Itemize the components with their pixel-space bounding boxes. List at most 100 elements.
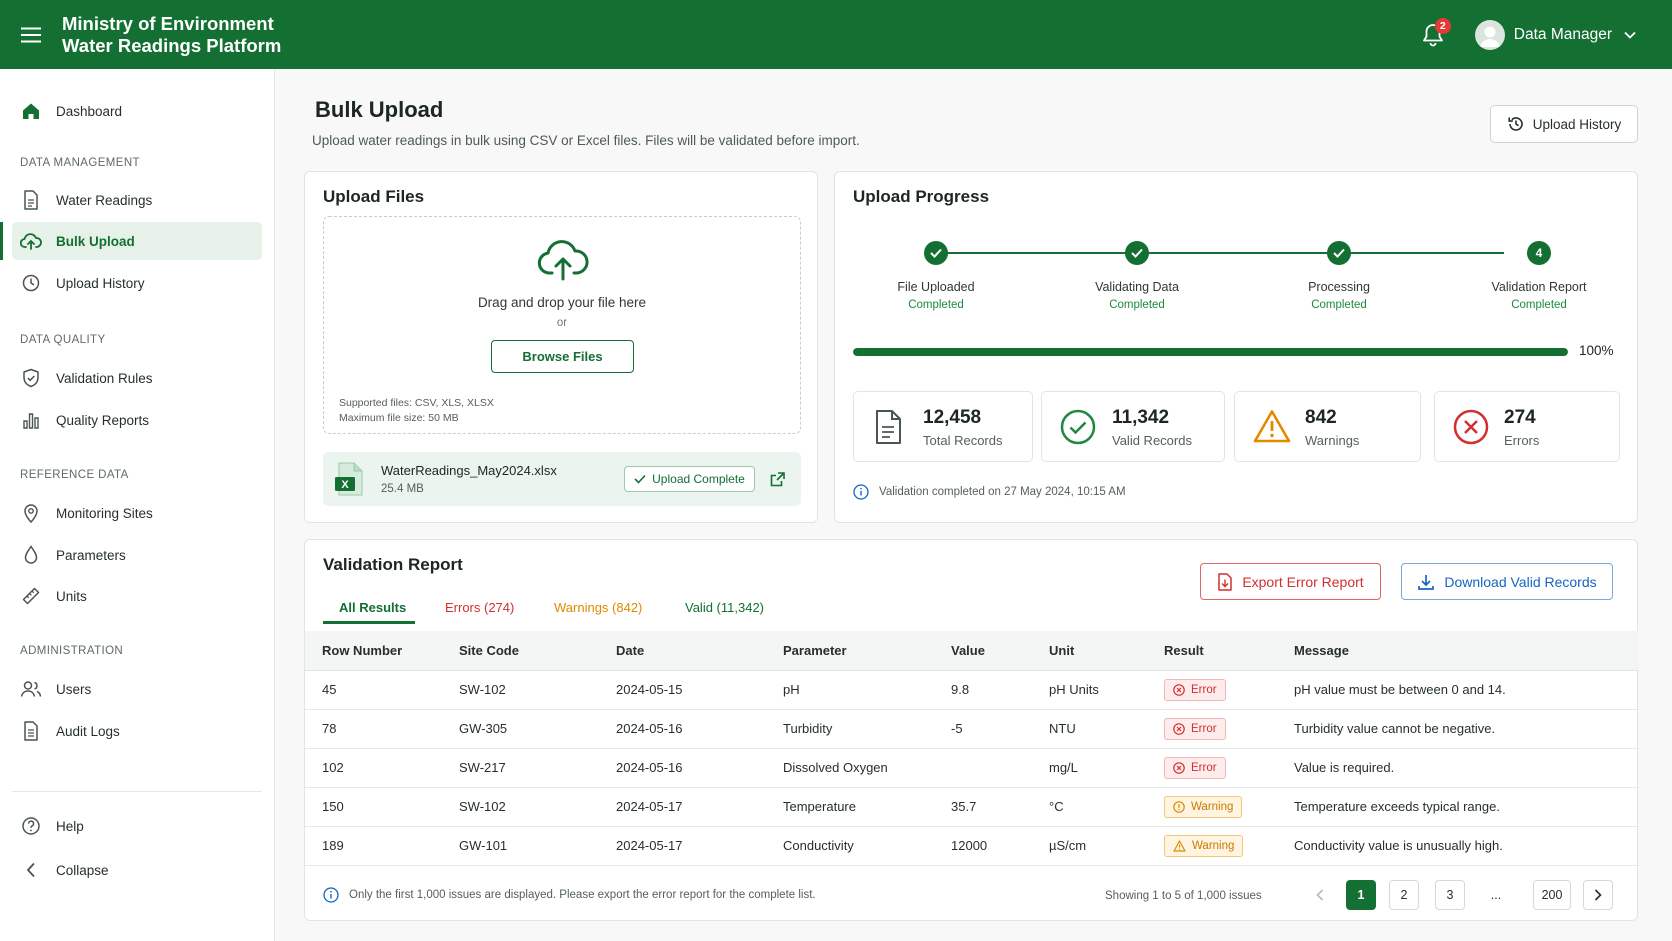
progress-bar: [853, 348, 1568, 356]
pagination-page-2[interactable]: 2: [1389, 880, 1419, 910]
cell-value: 12000: [951, 826, 1049, 866]
sidebar-item-dashboard[interactable]: Dashboard: [12, 92, 262, 130]
cell-parameter: Temperature: [783, 787, 951, 827]
cell-unit: µS/cm: [1049, 826, 1164, 866]
stat-warnings-value: 842: [1305, 407, 1337, 428]
sidebar-item-quality-reports[interactable]: Quality Reports: [12, 401, 262, 439]
home-icon: [23, 103, 39, 119]
column-header-unit[interactable]: Unit: [1049, 631, 1164, 671]
column-header-date[interactable]: Date: [616, 631, 783, 671]
sidebar: Dashboard DATA MANAGEMENT Water Readings…: [0, 69, 275, 941]
stat-valid-records: 11,342 Valid Records: [1041, 391, 1225, 462]
export-error-report-button[interactable]: Export Error Report: [1200, 563, 1381, 600]
stat-warnings: 842 Warnings: [1234, 391, 1421, 462]
cell-message: pH value must be between 0 and 14.: [1294, 670, 1639, 710]
cell-result: Warning: [1164, 826, 1294, 866]
pagination-page-1[interactable]: 1: [1346, 880, 1376, 910]
check-icon: [634, 474, 646, 484]
section-label-administration: ADMINISTRATION: [20, 645, 124, 657]
cell-message: Value is required.: [1294, 748, 1639, 788]
cell-result: Error: [1164, 709, 1294, 749]
result-badge: Warning: [1164, 795, 1243, 818]
app-title: Ministry of Environment Water Readings P…: [62, 13, 281, 57]
sidebar-item-label: Users: [56, 681, 92, 697]
uploaded-file-row: X WaterReadings_May2024.xlsx 25.4 MB Upl…: [323, 452, 801, 506]
map-pin-icon: [24, 504, 38, 523]
sidebar-item-label: Units: [56, 588, 87, 604]
table-row[interactable]: 78 GW-305 2024-05-16 Turbidity -5 NTU Error Tur…: [305, 709, 1639, 749]
sidebar-item-upload-history[interactable]: Upload History: [12, 264, 262, 302]
cell-site-code: GW-305: [459, 709, 616, 749]
sidebar-item-label: Bulk Upload: [56, 233, 135, 249]
cell-date: 2024-05-17: [616, 826, 783, 866]
sidebar-item-bulk-upload[interactable]: Bulk Upload: [0, 222, 262, 260]
sidebar-item-water-readings[interactable]: Water Readings: [12, 181, 262, 219]
column-header-site-code[interactable]: Site Code: [459, 631, 616, 671]
tab-valid[interactable]: Valid (11,342): [685, 600, 765, 615]
sidebar-item-label: Validation Rules: [56, 370, 153, 386]
stat-total-records: 12,458 Total Records: [853, 391, 1033, 462]
hamburger-menu-icon[interactable]: [0, 0, 62, 69]
tab-warnings[interactable]: Warnings (842): [554, 600, 643, 615]
upload-history-button[interactable]: Upload History: [1490, 105, 1638, 143]
open-external-icon[interactable]: [769, 471, 786, 488]
ruler-icon: [22, 587, 40, 605]
upload-complete-badge: Upload Complete: [624, 466, 755, 492]
pagination-prev-button[interactable]: [1305, 880, 1335, 910]
column-header-value[interactable]: Value: [951, 631, 1049, 671]
pagination-page-last[interactable]: 200: [1533, 880, 1571, 910]
sidebar-item-collapse[interactable]: Collapse: [12, 851, 262, 889]
table-row[interactable]: 45 SW-102 2024-05-15 pH 9.8 pH Units Error pH v…: [305, 670, 1639, 710]
sidebar-item-help[interactable]: Help: [12, 807, 262, 845]
upload-files-card: Upload Files Drag and drop your file her…: [304, 171, 818, 523]
sidebar-item-parameters[interactable]: Parameters: [12, 536, 262, 574]
result-label: Error: [1191, 761, 1217, 774]
cell-value: -5: [951, 709, 1049, 749]
pagination-page-3[interactable]: 3: [1435, 880, 1465, 910]
cell-unit: NTU: [1049, 709, 1164, 749]
progress-percent: 100%: [1579, 343, 1614, 358]
notifications-button[interactable]: 2: [1413, 15, 1453, 55]
sidebar-item-label: Help: [56, 818, 84, 834]
table-row[interactable]: 150 SW-102 2024-05-17 Temperature 35.7 °C Warn…: [305, 787, 1639, 827]
file-dropzone[interactable]: Drag and drop your file here or Browse F…: [323, 216, 801, 434]
user-menu[interactable]: Data Manager: [1474, 19, 1636, 50]
validation-report-card: Validation Report All Results Errors (27…: [304, 539, 1639, 921]
sidebar-item-units[interactable]: Units: [12, 577, 262, 615]
sidebar-item-users[interactable]: Users: [12, 670, 262, 708]
info-icon: [853, 484, 869, 500]
column-header-parameter[interactable]: Parameter: [783, 631, 951, 671]
sidebar-item-validation-rules[interactable]: Validation Rules: [12, 359, 262, 397]
browse-files-button[interactable]: Browse Files: [491, 340, 634, 373]
document-icon: [24, 190, 38, 210]
download-valid-records-label: Download Valid Records: [1444, 573, 1597, 590]
issues-limit-note: Only the first 1,000 issues are displaye…: [323, 887, 816, 903]
table-row[interactable]: 189 GW-101 2024-05-17 Conductivity 12000 µS/c…: [305, 826, 1639, 866]
download-valid-records-button[interactable]: Download Valid Records: [1401, 563, 1613, 600]
result-label: Error: [1191, 722, 1217, 735]
cell-parameter: pH: [783, 670, 951, 710]
cell-unit: mg/L: [1049, 748, 1164, 788]
pagination-next-button[interactable]: [1583, 880, 1613, 910]
error-icon: [1173, 761, 1185, 774]
cloud-upload-icon: [20, 233, 42, 250]
cell-date: 2024-05-16: [616, 709, 783, 749]
column-header-row-number[interactable]: Row Number: [305, 631, 459, 671]
dropzone-or: or: [556, 317, 568, 329]
sidebar-item-monitoring-sites[interactable]: Monitoring Sites: [12, 494, 262, 532]
sidebar-item-label: Monitoring Sites: [56, 505, 153, 521]
column-header-result[interactable]: Result: [1164, 631, 1294, 671]
history-icon: [1508, 117, 1523, 131]
tab-errors[interactable]: Errors (274): [445, 600, 515, 615]
cell-message: Conductivity value is unusually high.: [1294, 826, 1639, 866]
users-icon: [20, 681, 42, 697]
sidebar-item-audit-logs[interactable]: Audit Logs: [12, 712, 262, 750]
step-1-complete-icon: [924, 241, 948, 265]
upload-complete-label: Upload Complete: [652, 472, 745, 486]
cell-site-code: SW-102: [459, 670, 616, 710]
tab-all-results[interactable]: All Results: [323, 592, 415, 624]
column-header-message[interactable]: Message: [1294, 631, 1639, 671]
document-icon: [876, 410, 901, 444]
table-row[interactable]: 102 SW-217 2024-05-16 Dissolved Oxygen mg/L E…: [305, 748, 1639, 788]
stat-errors-label: Errors: [1504, 433, 1540, 448]
